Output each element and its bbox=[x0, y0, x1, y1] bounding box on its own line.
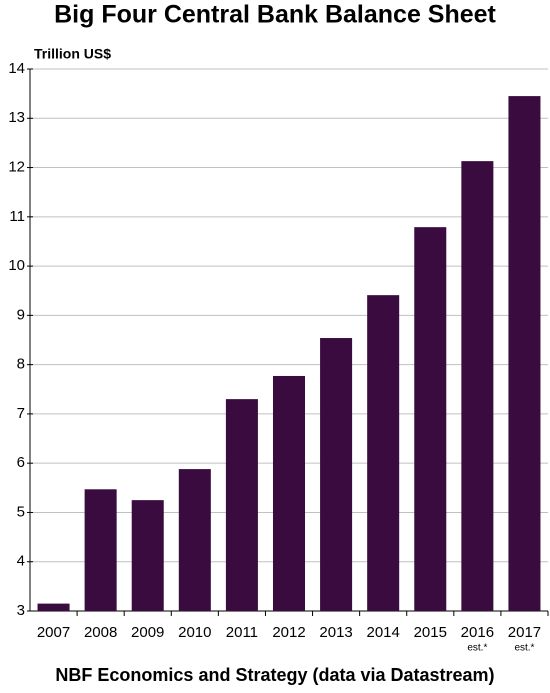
y-tick-label: 14 bbox=[8, 60, 25, 77]
x-tick-label: 2014 bbox=[366, 624, 399, 641]
bar bbox=[178, 469, 211, 611]
x-tick-label: 2012 bbox=[272, 624, 305, 641]
x-tick-note: est.* bbox=[467, 643, 487, 654]
y-tick-label: 8 bbox=[17, 356, 25, 373]
bar bbox=[414, 227, 447, 611]
bar bbox=[320, 338, 353, 611]
x-tick-label: 2015 bbox=[414, 624, 447, 641]
y-tick-label: 10 bbox=[8, 257, 25, 274]
bar bbox=[461, 161, 494, 611]
y-tick-label: 5 bbox=[17, 503, 25, 520]
y-tick-label: 7 bbox=[17, 405, 25, 422]
y-tick-label: 13 bbox=[8, 109, 25, 126]
y-tick-label: 11 bbox=[9, 208, 25, 225]
x-tick-label: 2016 bbox=[461, 624, 494, 641]
x-tick-label: 2017 bbox=[508, 624, 541, 641]
x-tick-label: 2010 bbox=[178, 624, 211, 641]
bar bbox=[131, 500, 164, 611]
y-tick-label: 3 bbox=[17, 602, 25, 619]
x-tick-label: 2009 bbox=[131, 624, 164, 641]
y-tick-label: 4 bbox=[17, 553, 25, 570]
bar bbox=[272, 375, 306, 611]
bar bbox=[225, 399, 258, 611]
chart-title: Big Four Central Bank Balance Sheet bbox=[54, 1, 496, 29]
y-tick-label: 6 bbox=[17, 454, 25, 471]
bar bbox=[367, 295, 400, 611]
x-tick-note: est.* bbox=[514, 643, 534, 654]
footer: NBF Economics and Strategy (data via Dat… bbox=[55, 665, 494, 685]
bar bbox=[508, 96, 541, 612]
x-tick-label: 2011 bbox=[226, 624, 258, 641]
y-tick-label: 9 bbox=[17, 306, 25, 323]
bar bbox=[37, 603, 70, 611]
x-tick-label: 2007 bbox=[37, 624, 70, 641]
y-tick-label: 12 bbox=[8, 159, 25, 176]
bar bbox=[84, 489, 117, 611]
y-axis-label: Trillion US$ bbox=[34, 46, 111, 62]
x-tick-label: 2013 bbox=[319, 624, 352, 641]
x-tick-label: 2008 bbox=[84, 624, 117, 641]
